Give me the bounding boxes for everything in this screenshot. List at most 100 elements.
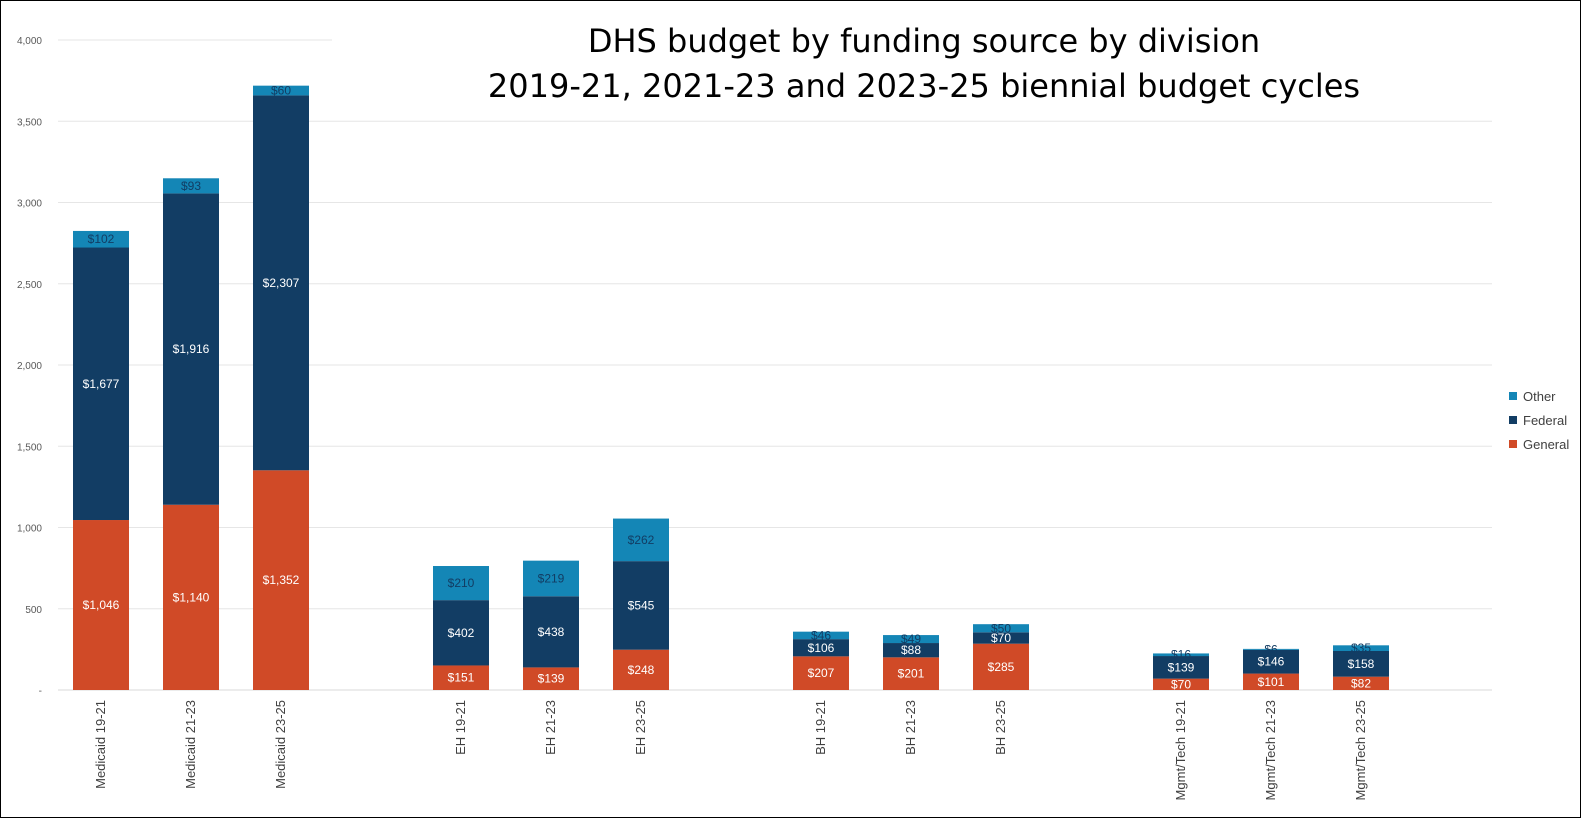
data-label-federal: $1,677	[83, 377, 120, 391]
data-label-general: $207	[808, 666, 835, 680]
category-label: Mgmt/Tech 19-21	[1173, 700, 1188, 800]
bar-federal	[73, 247, 129, 521]
data-label-other: $219	[538, 571, 565, 585]
data-label-other: $35	[1351, 641, 1371, 655]
y-tick-label: 3,500	[17, 117, 42, 128]
data-label-federal: $545	[628, 598, 655, 612]
data-label-other: $6	[1264, 642, 1278, 656]
data-label-other: $49	[901, 632, 921, 646]
data-label-general: $101	[1258, 675, 1285, 689]
category-label: EH 21-23	[543, 700, 558, 755]
data-label-federal: $158	[1348, 657, 1375, 671]
bar-general	[253, 470, 309, 690]
bar-general	[613, 649, 669, 690]
legend-swatch-federal	[1509, 416, 1517, 424]
data-label-federal: $88	[901, 643, 921, 657]
bar-federal	[253, 95, 309, 471]
bar-federal	[613, 561, 669, 650]
data-label-other: $16	[1171, 648, 1191, 662]
bar-general	[1243, 673, 1299, 690]
category-label: EH 23-25	[633, 700, 648, 755]
bar-other	[973, 624, 1029, 633]
bar-other	[523, 560, 579, 597]
bar-federal	[433, 600, 489, 666]
legend-label-general: General	[1523, 437, 1569, 452]
bar-general	[433, 665, 489, 690]
bar-other	[883, 635, 939, 644]
bar-other	[1243, 648, 1299, 650]
y-tick-label: 1,500	[17, 442, 42, 453]
bar-federal	[1333, 651, 1389, 677]
y-tick-label: 3,000	[17, 199, 42, 210]
y-tick-label: 2,500	[17, 280, 42, 291]
bar-other	[1333, 645, 1389, 651]
data-label-other: $93	[181, 179, 201, 193]
y-tick-label: 2,000	[17, 361, 42, 372]
bar-general	[163, 504, 219, 690]
bar-federal	[973, 632, 1029, 644]
y-tick-label: 1,000	[17, 524, 42, 535]
legend-label-federal: Federal	[1523, 413, 1567, 428]
data-label-federal: $146	[1258, 655, 1285, 669]
bar-general	[793, 656, 849, 690]
bar-other	[433, 566, 489, 601]
y-tick-label: 4,000	[17, 36, 42, 47]
bar-other	[613, 518, 669, 562]
data-label-general: $1,140	[173, 590, 210, 604]
data-label-other: $60	[271, 84, 291, 98]
data-label-federal: $70	[991, 631, 1011, 645]
bar-federal	[793, 639, 849, 657]
y-tick-label: -	[39, 686, 42, 697]
category-label: Medicaid 19-21	[93, 700, 108, 789]
bar-federal	[523, 596, 579, 668]
data-label-general: $70	[1171, 677, 1191, 691]
chart-title: DHS budget by funding source by division	[588, 22, 1260, 60]
data-label-other: $262	[628, 533, 655, 547]
data-label-other: $46	[811, 628, 831, 642]
data-label-federal: $2,307	[263, 276, 300, 290]
bar-other	[1153, 653, 1209, 657]
data-label-general: $1,352	[263, 573, 300, 587]
chart-title: 2019-21, 2021-23 and 2023-25 biennial bu…	[488, 67, 1360, 105]
data-label-other: $50	[991, 621, 1011, 635]
data-label-general: $201	[898, 667, 925, 681]
data-label-federal: $438	[538, 625, 565, 639]
legend-swatch-other	[1509, 392, 1517, 400]
bar-general	[883, 657, 939, 690]
data-label-general: $139	[538, 672, 565, 686]
data-label-other: $210	[448, 576, 475, 590]
data-label-general: $285	[988, 660, 1015, 674]
bar-federal	[163, 193, 219, 505]
bar-federal	[883, 643, 939, 658]
bar-general	[1153, 678, 1209, 690]
data-label-general: $248	[628, 663, 655, 677]
data-label-federal: $139	[1168, 660, 1195, 674]
data-label-federal: $402	[448, 626, 475, 640]
legend-swatch-general	[1509, 440, 1517, 448]
bar-other	[163, 178, 219, 194]
bar-other	[253, 85, 309, 96]
data-label-general: $151	[448, 671, 475, 685]
bar-other	[73, 230, 129, 248]
data-label-general: $1,046	[83, 598, 120, 612]
category-label: EH 19-21	[453, 700, 468, 755]
bar-general	[73, 520, 129, 690]
bar-federal	[1153, 656, 1209, 679]
category-label: BH 21-23	[903, 700, 918, 755]
data-label-federal: $106	[808, 641, 835, 655]
category-label: Mgmt/Tech 23-25	[1353, 700, 1368, 800]
bar-federal	[1243, 649, 1299, 674]
bar-general	[523, 667, 579, 690]
category-label: Mgmt/Tech 21-23	[1263, 700, 1278, 800]
data-label-federal: $1,916	[173, 342, 210, 356]
bar-other	[793, 631, 849, 640]
legend-label-other: Other	[1523, 389, 1556, 404]
data-label-general: $82	[1351, 676, 1371, 690]
category-label: Medicaid 23-25	[273, 700, 288, 789]
category-label: Medicaid 21-23	[183, 700, 198, 789]
category-label: BH 19-21	[813, 700, 828, 755]
data-label-other: $102	[88, 232, 115, 246]
bar-general	[1333, 676, 1389, 690]
